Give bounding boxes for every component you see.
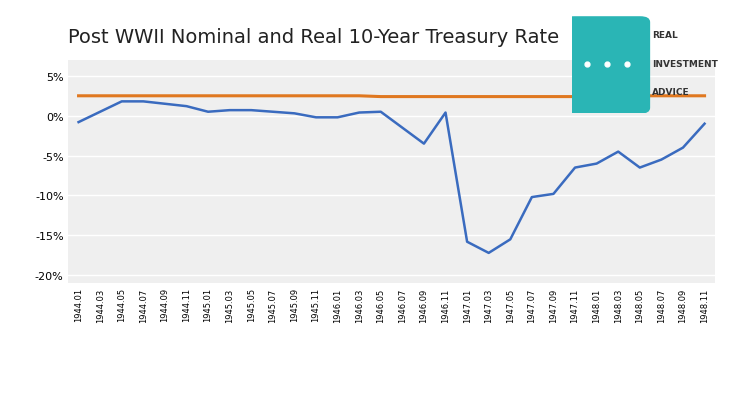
Text: Post WWII Nominal and Real 10-Year Treasury Rate: Post WWII Nominal and Real 10-Year Treas… [68, 28, 559, 47]
FancyBboxPatch shape [564, 17, 650, 114]
Text: ADVICE: ADVICE [652, 87, 690, 96]
Text: REAL: REAL [652, 31, 678, 40]
Text: INVESTMENT: INVESTMENT [652, 60, 718, 69]
